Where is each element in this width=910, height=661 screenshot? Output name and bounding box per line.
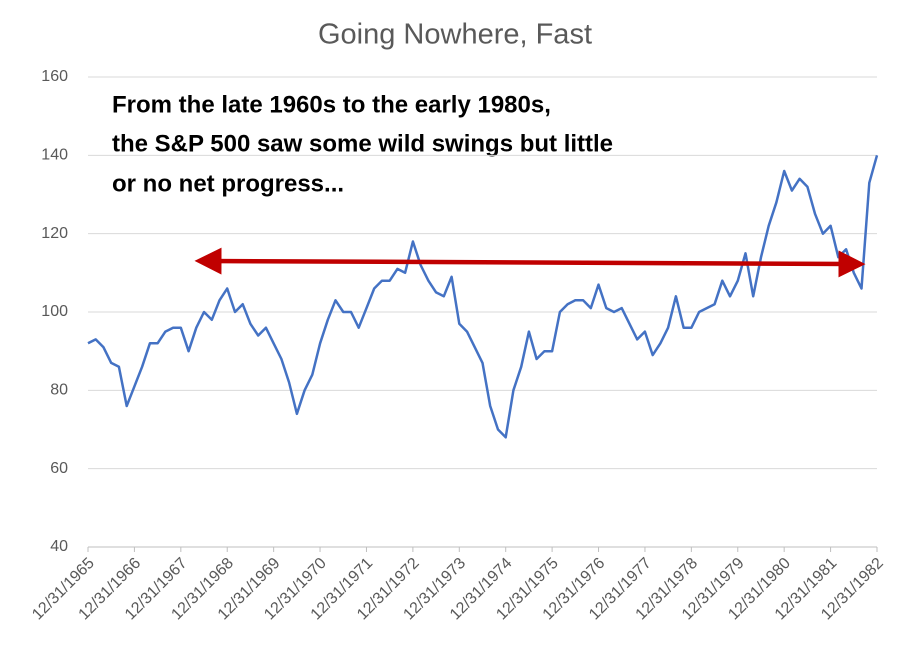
annotation: From the late 1960s to the early 1980s, — [112, 91, 551, 118]
data-line — [87, 154, 879, 439]
annotation: or no net progress... — [112, 170, 344, 197]
y-tick-label: 60 — [50, 460, 68, 477]
y-tick-label: 140 — [41, 147, 68, 164]
y-tick-label: 160 — [41, 68, 68, 85]
arrow — [194, 247, 866, 278]
annotation: the S&P 500 saw some wild swings but lit… — [112, 130, 613, 157]
y-tick-label: 80 — [50, 382, 68, 399]
chart-title: Going Nowhere, Fast — [318, 19, 592, 51]
y-tick-label: 120 — [41, 225, 68, 242]
y-tick-label: 40 — [50, 538, 68, 555]
y-tick-label: 100 — [41, 303, 68, 320]
